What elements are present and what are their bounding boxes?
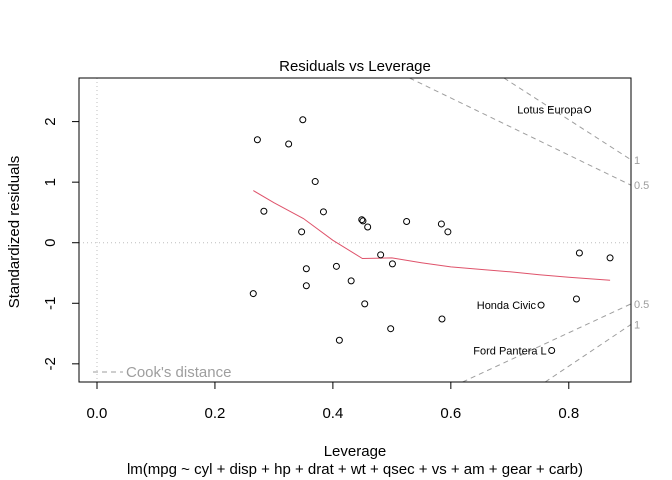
cooks-line-lower-0 [462,303,631,382]
cooks-line-upper-1 [503,78,631,161]
data-points [249,105,614,355]
plot-area: Honda Civic Ford Pantera L Lotus Europa Co… [78,77,632,383]
x-axis-label: Leverage [324,443,387,460]
chart-title: Residuals vs Leverage [279,58,431,75]
cooks-label-lower-0: 0.5 [634,299,649,311]
data-point-22 [438,315,446,323]
legend: Cook's distance [93,364,231,381]
y-tick-label-0: -2 [42,357,59,370]
x-axis: 0.0 0.2 0.4 0.6 0.8 [87,381,579,422]
data-point-28 [584,105,592,113]
data-point-10 [332,262,340,270]
cooks-label-lower-1: 1 [634,319,640,331]
data-point-12 [347,277,355,285]
data-point-19 [388,260,396,268]
data-point-15 [361,300,369,308]
y-tick-label-4: 2 [42,117,59,125]
data-point-21 [437,220,445,228]
data-point-2 [260,207,268,215]
data-point-24 [537,301,545,309]
model-formula-label: lm(mpg ~ cyl + disp + hp + drat + wt + q… [127,461,583,478]
point-label-28: Lotus Europa [517,104,583,116]
x-tick-label-3: 0.6 [440,405,461,422]
cooks-distance-contours [409,78,631,382]
data-point-0 [249,290,257,298]
data-point-26 [572,295,580,303]
data-point-6 [302,265,310,273]
point-label-24: Honda Civic [477,300,537,312]
y-tick-label-3: 1 [42,178,59,186]
data-point-27 [575,249,583,257]
x-tick-label-2: 0.4 [322,405,343,422]
cooks-line-upper-0 [409,78,631,186]
legend-text: Cook's distance [126,364,231,381]
data-point-17 [377,251,385,259]
data-point-18 [387,325,395,333]
cooks-line-lower-1 [544,324,631,382]
data-point-5 [299,116,307,124]
data-point-3 [285,140,293,148]
y-axis-label: Standardized residuals [6,156,23,309]
cooks-label-upper-1: 1 [634,155,640,167]
point-labels: Honda Civic Ford Pantera L Lotus Europa [473,104,583,357]
data-point-11 [335,336,343,344]
y-tick-label-2: 0 [42,239,59,247]
data-point-9 [319,208,327,216]
data-point-13 [358,216,366,224]
data-point-29 [606,254,614,262]
data-point-8 [311,178,319,186]
data-point-25 [548,347,556,355]
y-axis: -2 -1 0 1 2 [42,117,80,371]
x-tick-label-4: 0.8 [558,405,579,422]
data-point-7 [302,282,310,290]
data-point-14 [359,217,367,225]
reference-lines [79,78,631,382]
data-point-1 [253,136,261,144]
cooks-contour-labels: 0.5 0.5 1 1 [634,155,649,332]
data-point-16 [364,223,372,231]
y-tick-label-1: -1 [42,297,59,310]
data-point-4 [298,228,306,236]
cooks-label-upper-0: 0.5 [634,180,649,192]
data-point-20 [403,218,411,226]
x-tick-label-1: 0.2 [205,405,226,422]
smooth-line-group [253,190,611,281]
plot-frame [78,77,632,383]
data-point-23 [444,228,452,236]
smooth-line [253,190,611,281]
point-label-25: Ford Pantera L [473,346,546,358]
x-tick-label-0: 0.0 [87,405,108,422]
